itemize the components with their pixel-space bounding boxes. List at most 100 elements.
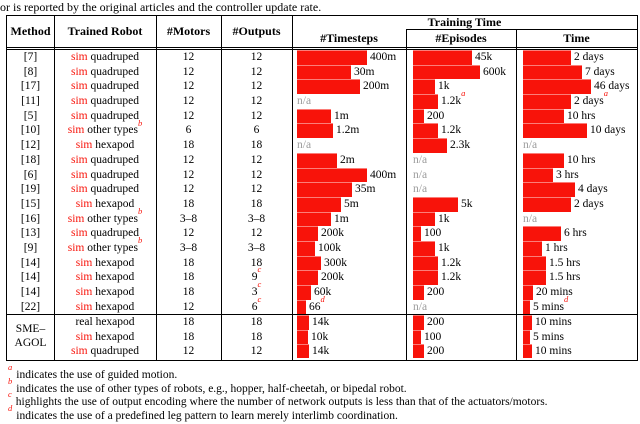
- bar: [297, 123, 333, 139]
- bar: [413, 343, 424, 358]
- bar: [297, 240, 315, 256]
- robot-type: hexapod: [92, 330, 135, 343]
- table-header: Method Trained Robot #Motors #Outputs Tr…: [7, 15, 637, 50]
- na-label: n/a: [523, 139, 538, 152]
- bar-label: 1.5 hrs: [549, 256, 581, 269]
- robot-type: quadruped: [87, 95, 140, 108]
- bar-label: 60k: [314, 286, 332, 298]
- footnote-marker: b: [138, 117, 143, 128]
- bar-label: 14k: [312, 316, 330, 329]
- bar-label: 400m: [370, 168, 397, 181]
- bar-label: 1k: [438, 212, 450, 225]
- bar: [523, 167, 553, 183]
- robot-cell: sim hexapod: [54, 285, 156, 300]
- footnote-marker: b: [8, 375, 13, 386]
- table-row: [8] sim quadruped 12 12 30m 600k 7 days: [7, 64, 637, 80]
- divider-robot-motors: [156, 16, 157, 360]
- outputs-value: 18: [250, 316, 263, 329]
- robot-cell: sim hexapod: [54, 256, 156, 271]
- robot-prefix: sim: [75, 256, 93, 269]
- outputs-cell: 3–8: [221, 212, 292, 227]
- robot-type: quadruped: [87, 183, 140, 196]
- motors-cell: 18: [182, 197, 195, 210]
- method-cell: [5]: [23, 109, 38, 122]
- robot-cell: sim quadruped: [54, 50, 156, 65]
- method-cell: [15]: [20, 197, 41, 210]
- bar: [413, 138, 447, 153]
- outputs-value: 12: [250, 95, 263, 108]
- sme-label-line1: SME–: [15, 323, 46, 336]
- bar: [523, 50, 571, 65]
- bar: [413, 270, 438, 285]
- footnote-line: dindicates the use of a predefined leg p…: [8, 404, 548, 424]
- bar: [523, 182, 575, 197]
- bar: [413, 315, 424, 330]
- robot-prefix: sim: [67, 124, 85, 137]
- method-cell: [17]: [20, 80, 41, 93]
- table-row: [15] sim hexapod 18 18 5m 5k 2 days: [7, 196, 637, 212]
- motors-cell: 12: [182, 344, 195, 357]
- bar-label: 200k: [321, 271, 344, 284]
- bar-label: 2.3k: [450, 139, 471, 152]
- footnote-marker: d: [564, 293, 569, 304]
- robot-type: hexapod: [92, 139, 135, 152]
- footnote-text: indicates the use of a predefined leg pa…: [16, 409, 398, 422]
- outputs-cell: 18: [221, 315, 292, 329]
- bar-label: 1m: [334, 212, 349, 225]
- robot-prefix: sim: [70, 80, 88, 93]
- bar-label: 30m: [354, 65, 375, 78]
- bar: [297, 79, 360, 95]
- bar-label: 10k: [311, 330, 329, 343]
- training-time-underline: [406, 29, 637, 30]
- bar-label: 2m: [340, 153, 355, 166]
- footnote-line: chighlights the use of output encoding w…: [8, 390, 548, 410]
- table-row: [10] sim other typesb 6 6 1.2m 1.2k 10 days: [7, 118, 637, 139]
- outputs-cell: 3c: [221, 280, 292, 300]
- header-time: Time: [563, 30, 590, 45]
- outputs-value: 12: [250, 109, 263, 122]
- footnote-line: aindicates the use of guided motion.: [8, 363, 548, 383]
- bar-label: 100k: [318, 241, 341, 254]
- timesteps-cell: n/a: [292, 94, 406, 109]
- motors-cell: 12: [182, 153, 195, 166]
- bar: [523, 64, 582, 80]
- motors-cell: 12: [182, 95, 195, 108]
- robot-cell: sim quadruped: [54, 94, 156, 109]
- header-method: Method: [10, 24, 51, 38]
- motors-cell: 12: [182, 65, 195, 78]
- robot-type: hexapod: [92, 256, 135, 269]
- footnote-text: indicates the use of other types of robo…: [16, 382, 407, 395]
- time-cell: 6 hrs: [516, 226, 637, 241]
- table-row: [16] sim other typesb 3–8 3–8 1m 1k n/a: [7, 206, 637, 227]
- footnote-marker: b: [138, 205, 143, 216]
- outputs-cell: 18: [221, 256, 292, 271]
- timesteps-cell: 1.2m: [292, 123, 406, 139]
- bar: [413, 240, 435, 256]
- robot-type: quadruped: [87, 65, 140, 78]
- bar-label: 5 minsd: [533, 293, 569, 313]
- method-cell: [14]: [20, 271, 41, 284]
- outputs-value: 6: [251, 300, 258, 313]
- motors-cell: 12: [182, 80, 195, 93]
- time-cell: n/a: [516, 138, 637, 153]
- bar-label: 46 days: [594, 80, 630, 93]
- bar: [523, 329, 530, 344]
- robot-prefix: sim: [70, 95, 88, 108]
- bar: [297, 285, 311, 300]
- robot-type: hexapod: [92, 286, 135, 298]
- table-row: sim quadruped 12 12 14k 200 10 mins: [7, 343, 637, 358]
- bar: [523, 343, 532, 358]
- motors-cell: 18: [182, 271, 195, 284]
- outputs-cell: 12: [221, 50, 292, 65]
- episodes-cell: 1.2k: [406, 270, 516, 285]
- bar: [413, 50, 472, 65]
- table-row: real hexapod 18 18 14k 200 10 mins: [7, 315, 637, 330]
- episodes-cell: 200: [406, 285, 516, 300]
- outputs-cell: 12: [221, 153, 292, 168]
- bar-label: 2 daysa: [574, 88, 608, 108]
- robot-prefix: sim: [70, 344, 88, 357]
- bar: [413, 79, 435, 95]
- outputs-value: 12: [250, 227, 263, 240]
- robot-prefix: sim: [75, 330, 93, 343]
- timesteps-cell: 2m: [292, 152, 406, 168]
